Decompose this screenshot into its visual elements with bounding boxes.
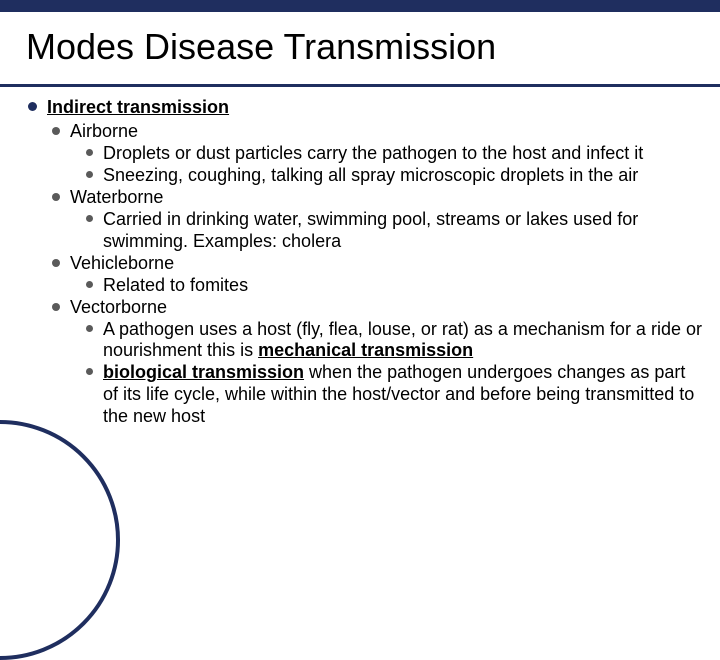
corner-arc-decoration xyxy=(0,420,120,660)
item-text: Sneezing, coughing, talking all spray mi… xyxy=(103,165,638,187)
bullet-icon xyxy=(52,303,60,311)
item-text-emph: mechanical transmission xyxy=(258,340,473,360)
list-item: Indirect transmission xyxy=(28,97,704,119)
bullet-icon xyxy=(86,149,93,156)
bullet-icon xyxy=(86,325,93,332)
item-text: Airborne xyxy=(70,121,138,143)
list-item: Vectorborne xyxy=(52,297,704,319)
bullet-icon xyxy=(86,281,93,288)
bullet-icon xyxy=(52,259,60,267)
list-item: Related to fomites xyxy=(86,275,704,297)
top-accent-bar xyxy=(0,0,720,12)
bullet-icon xyxy=(86,171,93,178)
list-item: A pathogen uses a host (fly, flea, louse… xyxy=(86,319,704,363)
bullet-icon xyxy=(86,215,93,222)
page-title: Modes Disease Transmission xyxy=(26,26,720,68)
title-area: Modes Disease Transmission xyxy=(0,12,720,78)
item-text: A pathogen uses a host (fly, flea, louse… xyxy=(103,319,704,363)
list-item: Carried in drinking water, swimming pool… xyxy=(86,209,704,253)
list-item: Airborne xyxy=(52,121,704,143)
item-text: Carried in drinking water, swimming pool… xyxy=(103,209,704,253)
bullet-icon xyxy=(52,127,60,135)
item-text: Indirect transmission xyxy=(47,97,229,119)
bullet-icon xyxy=(86,368,93,375)
item-text-emph: biological transmission xyxy=(103,362,304,382)
content-area: Indirect transmission Airborne Droplets … xyxy=(0,87,720,428)
list-item: Sneezing, coughing, talking all spray mi… xyxy=(86,165,704,187)
item-text: Vectorborne xyxy=(70,297,167,319)
item-text: Droplets or dust particles carry the pat… xyxy=(103,143,643,165)
bullet-icon xyxy=(52,193,60,201)
item-text: Waterborne xyxy=(70,187,163,209)
list-item: Waterborne xyxy=(52,187,704,209)
list-item: Vehicleborne xyxy=(52,253,704,275)
list-item: Droplets or dust particles carry the pat… xyxy=(86,143,704,165)
item-text: biological transmission when the pathoge… xyxy=(103,362,704,428)
list-item: biological transmission when the pathoge… xyxy=(86,362,704,428)
item-text: Vehicleborne xyxy=(70,253,174,275)
item-text: Related to fomites xyxy=(103,275,248,297)
bullet-icon xyxy=(28,102,37,111)
